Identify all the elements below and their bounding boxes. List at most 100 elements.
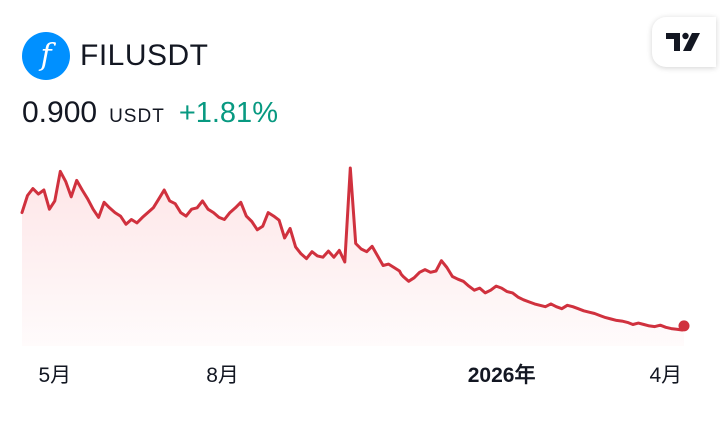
- price-point: [327, 250, 330, 253]
- price-point: [64, 180, 67, 183]
- price-point: [179, 211, 182, 214]
- price-area-fill: [22, 168, 684, 346]
- price-area-chart[interactable]: 5月 8月 2026年 4月: [0, 150, 720, 424]
- price-point: [174, 202, 177, 205]
- price-point: [218, 216, 221, 219]
- price-point: [272, 215, 275, 218]
- price-point: [354, 242, 357, 245]
- price-point: [97, 216, 100, 219]
- price-point: [544, 305, 547, 308]
- price-point: [588, 311, 591, 314]
- price-point: [549, 302, 552, 305]
- price-point: [418, 271, 421, 274]
- price-point: [207, 208, 210, 211]
- price-point: [365, 250, 368, 253]
- price-point: [599, 314, 602, 317]
- filecoin-logo-icon: f: [22, 32, 70, 80]
- price-point: [146, 211, 149, 214]
- price-point: [413, 276, 416, 279]
- price-point: [245, 215, 248, 218]
- price-point: [500, 287, 503, 290]
- price-point: [382, 264, 385, 267]
- price-point: [26, 194, 29, 197]
- price-point: [332, 256, 335, 259]
- price-point: [261, 225, 264, 228]
- price-point: [239, 201, 242, 204]
- price-point: [234, 206, 237, 209]
- x-tick-label: 2026年: [468, 363, 536, 387]
- price-point: [664, 326, 667, 329]
- price-point: [577, 307, 580, 310]
- price-point: [75, 179, 78, 182]
- price-point: [86, 197, 89, 200]
- price-point: [538, 304, 541, 307]
- price-point: [593, 312, 596, 315]
- price-point: [125, 223, 128, 226]
- price-point: [343, 261, 346, 264]
- price-point: [70, 195, 73, 198]
- price-point: [316, 254, 319, 257]
- price-point: [495, 285, 498, 288]
- price-point: [626, 321, 629, 324]
- price-point: [451, 275, 454, 278]
- price-point: [81, 189, 84, 192]
- price-point: [37, 193, 40, 196]
- price-point: [424, 268, 427, 271]
- tradingview-logo-button[interactable]: [652, 17, 716, 67]
- price-point: [190, 208, 193, 211]
- price-point: [223, 218, 226, 221]
- price-point: [675, 328, 678, 331]
- price-point: [659, 324, 662, 327]
- price-point: [429, 271, 432, 274]
- price-point: [517, 296, 520, 299]
- symbol-header[interactable]: f FILUSDT: [22, 32, 209, 80]
- price-point: [528, 300, 531, 303]
- price-point: [168, 199, 171, 202]
- price-point: [467, 285, 470, 288]
- price-point: [228, 211, 231, 214]
- tradingview-logo-icon: [666, 32, 700, 51]
- price-point: [621, 320, 624, 323]
- price-point: [484, 291, 487, 294]
- price-point: [648, 324, 651, 327]
- price-point: [141, 216, 144, 219]
- price-point: [615, 319, 618, 322]
- price-point: [376, 254, 379, 257]
- price-point: [349, 167, 352, 170]
- price-point: [163, 189, 166, 192]
- price-point: [92, 208, 95, 211]
- last-price-marker: [678, 320, 690, 332]
- price-point: [670, 327, 673, 330]
- price-point: [489, 289, 492, 292]
- price-point: [653, 325, 656, 328]
- price-point: [478, 287, 481, 290]
- price-point: [250, 220, 253, 223]
- price-point: [360, 248, 363, 251]
- price-point: [278, 219, 281, 222]
- price-point: [119, 215, 122, 218]
- price-point: [582, 309, 585, 312]
- price-point: [135, 221, 138, 224]
- symbol-name: FILUSDT: [80, 39, 209, 72]
- price-point: [321, 256, 324, 259]
- price-point: [393, 266, 396, 269]
- price-point: [53, 199, 56, 202]
- price-point: [338, 249, 341, 252]
- price-point: [462, 280, 465, 283]
- price-point: [631, 323, 634, 326]
- price-point: [185, 215, 188, 218]
- x-tick-label: 5月: [38, 364, 71, 387]
- price-change-percent: +1.81%: [178, 97, 278, 129]
- price-series-line: [20, 166, 686, 332]
- price-point: [196, 206, 199, 209]
- price-point: [440, 259, 443, 262]
- price-point: [522, 298, 525, 301]
- price-point: [305, 257, 308, 260]
- price-point: [456, 278, 459, 281]
- price-point: [42, 189, 45, 192]
- price-point: [103, 201, 106, 204]
- price-point: [130, 218, 133, 221]
- price-point: [59, 170, 62, 173]
- price-point: [201, 199, 204, 202]
